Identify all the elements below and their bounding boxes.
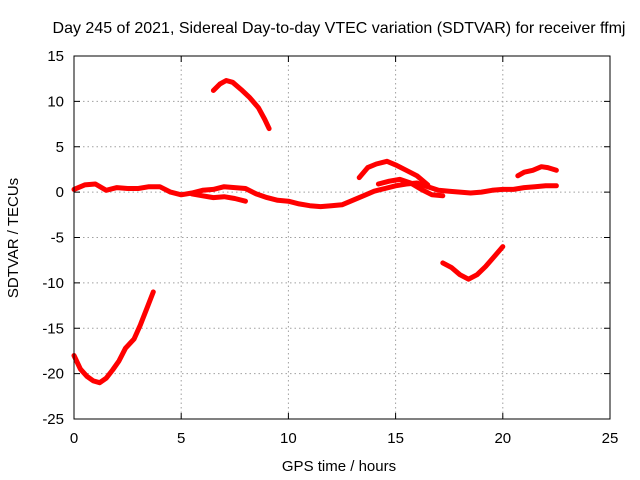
x-tick-label: 10 (280, 430, 297, 447)
x-tick-label: 15 (387, 430, 404, 447)
series-line-arc-8 (375, 176, 446, 199)
x-tick-label: 20 (494, 430, 511, 447)
y-tick-label: 15 (47, 48, 64, 65)
y-tick-label: -20 (42, 366, 64, 383)
axis-ticks: 0 5 10 15 20 25 -25 -20 -15 -10 -5 0 5 10 15 (42, 48, 618, 447)
series-line-arc-3 (356, 158, 431, 188)
series-line-arc-7 (189, 191, 248, 204)
x-tick-label: 25 (602, 430, 619, 447)
y-tick-label: 5 (56, 139, 64, 156)
y-tick-label: 10 (47, 93, 64, 110)
series-line-arc-5 (515, 164, 559, 179)
series-line-arc-1 (71, 289, 156, 386)
plot-series (71, 78, 559, 386)
grid-lines (74, 56, 610, 419)
y-tick-label: -5 (51, 230, 64, 247)
chart-title: Day 245 of 2021, Sidereal Day-to-day VTE… (53, 20, 626, 37)
y-tick-label: -25 (42, 411, 64, 428)
series-line-arc-4 (440, 244, 506, 282)
y-tick-label: -10 (42, 275, 64, 292)
x-tick-label: 0 (70, 430, 78, 447)
y-tick-label: -15 (42, 320, 64, 337)
x-tick-label: 5 (177, 430, 185, 447)
series-line-arc-2 (210, 78, 272, 132)
y-axis-label: SDTVAR / TECUs (5, 178, 22, 298)
series-line-arc-6 (71, 180, 559, 210)
x-axis-label: GPS time / hours (282, 458, 396, 475)
y-tick-label: 0 (56, 184, 64, 201)
